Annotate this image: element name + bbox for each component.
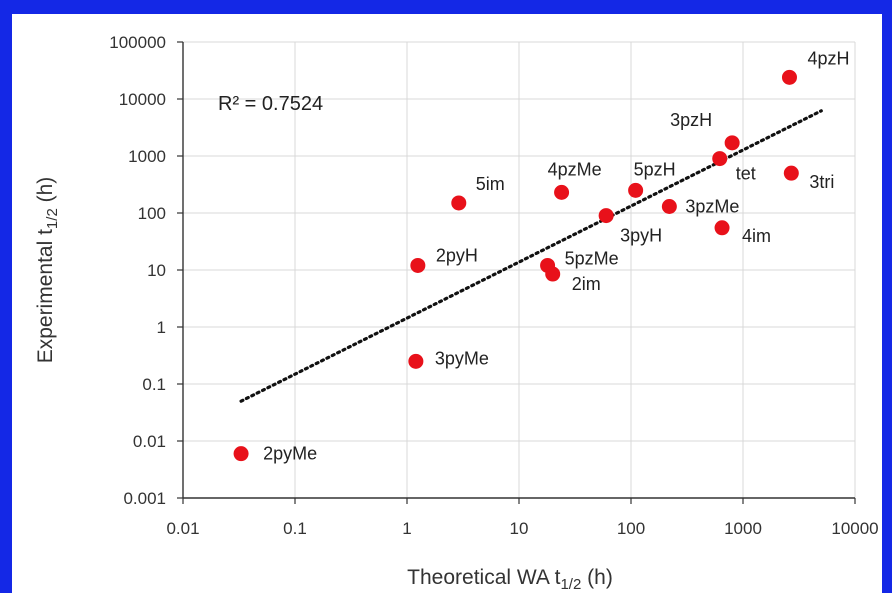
data-point-3tri xyxy=(783,165,799,181)
point-label-5pzH: 5pzH xyxy=(634,159,676,179)
x-tick-label: 10 xyxy=(510,519,529,538)
point-label-4pzH: 4pzH xyxy=(807,48,849,68)
data-point-5pzH xyxy=(628,182,644,198)
data-point-4pzH xyxy=(781,69,797,85)
trendline-path xyxy=(239,109,823,403)
data-point-2pyH xyxy=(410,257,426,273)
point-label-3pzMe: 3pzMe xyxy=(685,197,739,217)
x-axis-title: Theoretical WA t1/2 (h) xyxy=(407,566,613,593)
y-tick-label: 100 xyxy=(138,204,166,223)
point-label-2im: 2im xyxy=(572,274,601,294)
data-point-3pzMe xyxy=(661,199,677,215)
data-point-4im xyxy=(714,220,730,236)
trendline xyxy=(239,109,823,403)
data-point-2im xyxy=(545,266,561,282)
axes xyxy=(177,41,856,504)
x-tick-label: 0.1 xyxy=(283,519,307,538)
data-point-4pzMe xyxy=(554,184,570,200)
x-tick-labels: 0.01 0.1 1 10 100 1000 10000 xyxy=(166,519,878,538)
point-label-2pyMe: 2pyMe xyxy=(263,444,317,464)
point-labels: 4pzH 3pzH tet 3tri 5im 4pzMe 5pzH 3pzMe 3pyH 4im 2… xyxy=(263,48,849,463)
grid-lines xyxy=(182,41,856,499)
y-axis-title: Experimental t1/2 (h) xyxy=(34,177,61,364)
y-tick-label: 1 xyxy=(157,318,166,337)
blue-border-left xyxy=(0,0,12,593)
y-tick-label: 100000 xyxy=(109,33,166,52)
data-point-2pyMe xyxy=(233,446,249,462)
data-point-3pzH xyxy=(724,135,740,151)
x-tick-label: 10000 xyxy=(831,519,878,538)
x-tick-label: 0.01 xyxy=(166,519,199,538)
blue-border-top xyxy=(0,0,892,14)
data-point-3pyMe xyxy=(408,353,424,369)
point-label-3pzH: 3pzH xyxy=(670,110,712,130)
x-tick-label: 1000 xyxy=(724,519,762,538)
y-tick-label: 1000 xyxy=(128,147,166,166)
point-label-5im: 5im xyxy=(476,174,505,194)
y-tick-labels: 0.001 0.01 0.1 1 10 100 1000 10000 100000 xyxy=(109,33,166,508)
x-tick-label: 100 xyxy=(617,519,645,538)
data-point-5im xyxy=(451,195,467,211)
y-tick-label: 0.001 xyxy=(123,489,166,508)
point-label-3pyH: 3pyH xyxy=(620,226,662,246)
point-label-tet: tet xyxy=(736,164,756,184)
point-label-4im: 4im xyxy=(742,226,771,246)
y-tick-label: 10 xyxy=(147,261,166,280)
y-tick-label: 10000 xyxy=(119,90,166,109)
point-label-3tri: 3tri xyxy=(809,172,834,192)
point-label-4pzMe: 4pzMe xyxy=(548,159,602,179)
data-points xyxy=(233,69,799,462)
point-label-2pyH: 2pyH xyxy=(436,245,478,265)
x-tick-label: 1 xyxy=(402,519,411,538)
point-label-3pyMe: 3pyMe xyxy=(435,348,489,368)
data-point-3pyH xyxy=(598,208,614,224)
data-point-tet xyxy=(712,151,728,167)
point-label-5pzMe: 5pzMe xyxy=(565,248,619,268)
y-tick-label: 0.1 xyxy=(142,375,166,394)
y-tick-label: 0.01 xyxy=(133,432,166,451)
r-squared-annotation: R² = 0.7524 xyxy=(218,93,323,115)
blue-border-right xyxy=(882,0,892,593)
